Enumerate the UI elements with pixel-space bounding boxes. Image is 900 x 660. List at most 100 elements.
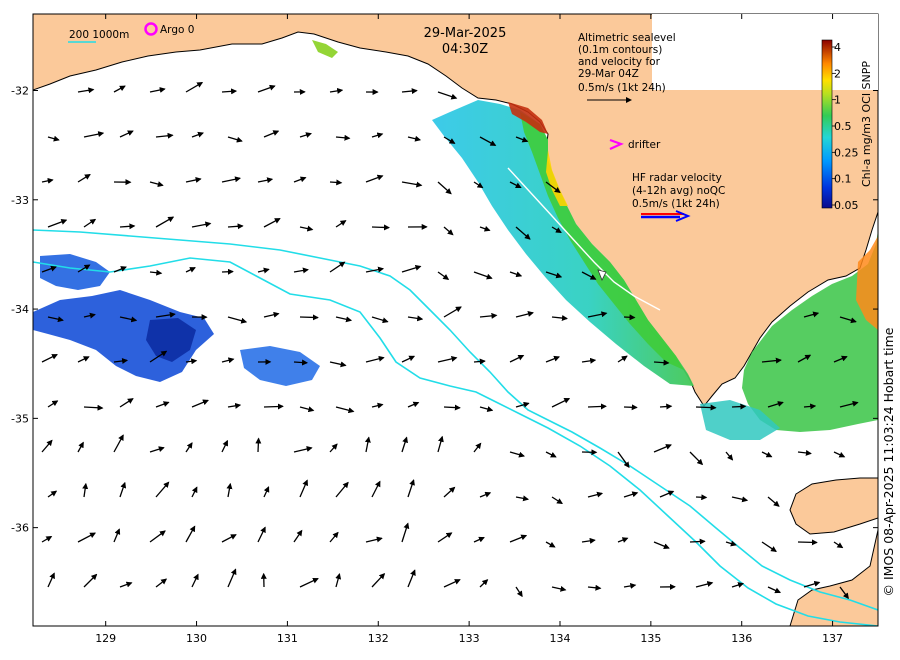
- velocity-arrow: [407, 479, 415, 498]
- velocity-arrow: [149, 269, 163, 276]
- velocity-arrow: [581, 271, 597, 280]
- velocity-arrow: [185, 177, 202, 183]
- chl-north-head: [312, 40, 338, 58]
- velocity-arrow: [545, 355, 560, 363]
- velocity-arrow: [443, 486, 456, 498]
- velocity-arrow: [731, 582, 745, 588]
- velocity-arrow: [299, 225, 314, 232]
- velocity-arrow: [653, 359, 670, 366]
- velocity-arrow: [509, 271, 523, 278]
- velocity-arrow: [47, 135, 60, 142]
- velocity-arrow: [365, 266, 385, 273]
- velocity-arrow: [191, 573, 199, 588]
- chl-offshore-deep: [146, 318, 196, 362]
- velocity-arrow: [77, 173, 91, 183]
- velocity-arrow: [545, 451, 557, 458]
- velocity-arrow: [767, 401, 784, 408]
- velocity-arrow: [257, 267, 270, 274]
- velocity-arrow: [293, 446, 313, 453]
- velocity-arrow: [191, 131, 204, 138]
- altimetry-line-1: Altimetric sealevel: [578, 32, 676, 44]
- velocity-arrow: [113, 358, 129, 364]
- velocity-arrow: [401, 181, 423, 188]
- velocity-arrow: [443, 306, 462, 318]
- velocity-arrow: [47, 490, 58, 498]
- velocity-arrow: [473, 442, 482, 453]
- velocity-arrow: [293, 359, 309, 366]
- hf-line-3: 0.5m/s (1kt 24h): [632, 198, 720, 210]
- velocity-arrow: [263, 403, 284, 410]
- argo-float-marker: [144, 22, 158, 36]
- velocity-arrow: [119, 398, 134, 408]
- velocity-arrow: [149, 530, 166, 543]
- chl-gulf-south: [700, 400, 780, 440]
- chl-head-red: [508, 102, 548, 134]
- velocity-arrow: [263, 486, 270, 498]
- velocity-arrow: [47, 572, 55, 588]
- velocity-arrows: [41, 81, 859, 600]
- lon-tick-label: 133: [459, 632, 480, 645]
- velocity-arrow: [803, 311, 820, 318]
- velocity-arrow: [623, 582, 637, 589]
- plot-frame: [32, 13, 879, 627]
- velocity-arrow: [113, 85, 126, 93]
- chl-offshore-mid: [240, 346, 320, 386]
- velocity-arrow: [479, 579, 489, 588]
- velocity-arrow: [263, 218, 281, 228]
- chl-gulf: [742, 230, 878, 432]
- velocity-arrow: [731, 496, 749, 503]
- velocity-arrow: [255, 437, 262, 453]
- velocity-arrow: [83, 218, 97, 228]
- velocity-arrow: [551, 496, 563, 505]
- velocity-arrow: [617, 355, 628, 363]
- velocity-arrow: [263, 311, 280, 318]
- velocity-arrow: [221, 88, 238, 95]
- colorbar-tick-label: 0.05: [834, 199, 859, 212]
- velocity-arrow: [545, 541, 556, 548]
- velocity-arrow: [155, 578, 168, 588]
- velocity-arrow: [437, 91, 458, 100]
- velocity-arrow: [155, 311, 176, 318]
- velocity-arrow: [185, 81, 204, 93]
- velocity-arrow: [581, 537, 596, 544]
- velocity-arrow: [191, 486, 198, 498]
- velocity-arrow: [329, 361, 347, 368]
- velocity-arrow: [551, 226, 562, 234]
- velocity-arrow: [257, 84, 276, 93]
- colorbar-ticks: 4 2 1 0.5 0.25 0.1 0.05: [832, 41, 859, 212]
- velocity-arrow: [149, 446, 165, 453]
- velocity-arrow: [299, 314, 319, 321]
- velocity-arrow: [725, 540, 737, 547]
- velocity-arrow: [473, 271, 493, 280]
- velocity-arrow: [761, 357, 782, 364]
- velocity-arrow: [659, 403, 673, 410]
- velocity-arrow: [335, 406, 355, 414]
- velocity-arrow: [515, 401, 530, 408]
- velocity-arrow: [371, 480, 381, 498]
- hf-radar-legend: HF radar velocity (4-12h avg) noQC 0.5m/…: [632, 172, 725, 222]
- velocity-arrow: [221, 439, 229, 453]
- velocity-arrow: [191, 221, 212, 228]
- velocity-arrow: [479, 136, 497, 147]
- velocity-arrow: [227, 402, 242, 409]
- velocity-arrow: [83, 404, 104, 411]
- lat-tick-label: -35: [11, 412, 29, 425]
- velocity-arrow: [41, 177, 54, 184]
- chl-nearshore-yellow: [546, 150, 568, 206]
- velocity-arrow: [365, 355, 385, 363]
- velocity-arrow: [329, 443, 338, 453]
- velocity-arrow: [833, 541, 844, 549]
- velocity-arrow: [227, 136, 243, 143]
- velocity-arrow: [515, 311, 534, 318]
- velocity-arrow: [407, 135, 422, 142]
- velocity-arrow: [113, 266, 127, 273]
- longitude-axis: 129 130 131 132 133 134 135 136 137: [95, 14, 843, 645]
- velocity-arrow: [221, 534, 237, 543]
- velocity-arrow: [221, 357, 235, 364]
- velocity-arrow: [149, 87, 166, 93]
- velocity-arrow: [365, 174, 384, 183]
- velocity-arrow: [803, 580, 821, 588]
- colorbar-title: Chl-a mg/m3 OCI SNPP: [860, 61, 873, 187]
- velocity-arrow: [299, 479, 308, 498]
- altimetry-line-4: 29-Mar 04Z: [578, 68, 639, 80]
